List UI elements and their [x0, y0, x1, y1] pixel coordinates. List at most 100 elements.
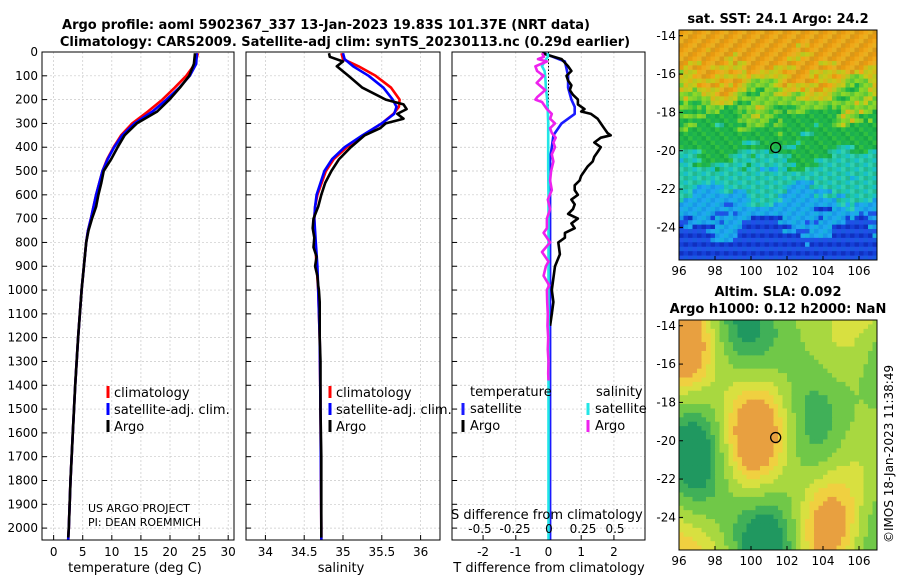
- map-sla-cell: [850, 465, 855, 471]
- map-sst-cell: [719, 255, 725, 261]
- map-sla-cell: [688, 417, 693, 423]
- map-sst-cell: [814, 171, 819, 177]
- map-sst-cell: [742, 91, 747, 97]
- map-sla-cell: [697, 426, 702, 432]
- map-sst-cell: [683, 171, 689, 177]
- map-sla-cell: [814, 368, 819, 374]
- map-sla-cell: [814, 426, 819, 432]
- difference-xtick-label: 2: [610, 545, 618, 559]
- map-sla-cell: [854, 373, 860, 378]
- map-sla-cell: [769, 373, 774, 378]
- temperature-xtick-label: 10: [104, 545, 119, 559]
- map-sst-cell: [859, 114, 864, 119]
- map-sla-cell: [850, 328, 855, 334]
- map-sst-cell: [796, 96, 801, 102]
- map-sst-cell: [724, 189, 729, 195]
- map-sst-cell: [872, 215, 878, 221]
- map-sst-cell: [836, 56, 842, 62]
- map-sla-cell: [724, 426, 729, 432]
- map-sla-cell: [701, 439, 707, 445]
- map-sst-cell: [787, 162, 792, 168]
- map-sst-cell: [760, 127, 765, 133]
- map-sst-cell: [845, 30, 851, 35]
- map-sst-cell: [868, 224, 873, 230]
- map-sst-cell: [778, 83, 783, 88]
- map-sla-cell: [746, 527, 752, 533]
- map-sst-cell: [719, 193, 725, 199]
- map-sla-cell: [814, 386, 819, 392]
- map-sst-cell: [841, 242, 846, 248]
- depth-tick-label: 300: [15, 116, 38, 130]
- map-sla-cell: [872, 355, 878, 361]
- map-sst-cell: [854, 78, 860, 84]
- map-sla-cell: [782, 417, 788, 423]
- map-sla-cell: [733, 364, 738, 370]
- map-sla-cell: [787, 417, 792, 423]
- map-sst-cell: [760, 78, 765, 84]
- map-sla-cell: [832, 532, 837, 538]
- map-sst-cell: [823, 136, 828, 142]
- map-sst-cell: [769, 189, 774, 195]
- map-sla-cell: [854, 536, 860, 542]
- map-sla-cell: [845, 408, 851, 414]
- map-sla-cell: [782, 421, 788, 427]
- map-sla-cell: [737, 386, 743, 392]
- map-sla-cell: [773, 408, 779, 414]
- map-sla-cell: [701, 492, 707, 498]
- map-sst-cell: [791, 175, 797, 181]
- map-sst-cell: [710, 237, 716, 243]
- map-sst-cell: [710, 60, 716, 66]
- map-sst-cell: [760, 149, 765, 155]
- map-sla-cell: [769, 443, 774, 449]
- map-sla-cell: [841, 404, 846, 409]
- map-sst-cell: [688, 162, 693, 168]
- map-sla-cell: [809, 395, 815, 401]
- map-sst-cell: [751, 220, 756, 226]
- difference-xtick-label: -1: [510, 545, 522, 559]
- map-sst-cell: [710, 69, 716, 75]
- map-sst-cell: [827, 246, 833, 252]
- map-sst-cell: [782, 30, 788, 35]
- map-sla-cell: [850, 359, 855, 365]
- map-sst-cell: [692, 56, 698, 62]
- map-sst-cell: [791, 118, 797, 124]
- map-sst-cell: [859, 69, 864, 75]
- map-sla-cell: [836, 474, 842, 480]
- map-sst-cell: [724, 229, 729, 234]
- map-sst-cell: [818, 30, 824, 35]
- map-sst-cell: [701, 149, 707, 155]
- map-sst-cell: [859, 202, 864, 208]
- map-sla-cell: [706, 452, 711, 458]
- map-sla-cell: [850, 470, 855, 476]
- map-sla-cell: [872, 470, 878, 476]
- map-sst-cell: [872, 198, 878, 203]
- map-sla-cell: [832, 421, 837, 427]
- map-sst-cell: [692, 255, 698, 261]
- map-sst-cell: [719, 233, 725, 239]
- map-sst-cell: [791, 127, 797, 133]
- map-sla-cell: [845, 381, 851, 387]
- map-sla-cell: [679, 342, 684, 348]
- map-sla-cell: [823, 536, 828, 542]
- map-sst-cell: [863, 43, 869, 49]
- map-sst-cell: [746, 193, 752, 199]
- map-sla-cell: [868, 412, 873, 418]
- map-sla-cell: [715, 377, 720, 383]
- map-sst-cell: [697, 242, 702, 248]
- map-sst-cell: [764, 215, 770, 221]
- map-sst-cell: [791, 34, 797, 40]
- map-sst-cell: [697, 47, 702, 53]
- map-sla-cell: [755, 483, 761, 489]
- map-sla-cell: [796, 532, 801, 538]
- map-sla-cell: [872, 359, 878, 365]
- map-sst-cell: [683, 118, 689, 124]
- map-sst-cell: [728, 131, 734, 137]
- map-sla-cell: [679, 417, 684, 423]
- map-sla-cell: [742, 320, 747, 325]
- map-sla-cell: [773, 470, 779, 476]
- map-sst-cell: [854, 149, 860, 155]
- map-sla-cell: [850, 545, 855, 551]
- map-sla-cell: [823, 461, 828, 467]
- map-sla-cell: [872, 328, 878, 334]
- map-sla-cell: [800, 399, 806, 405]
